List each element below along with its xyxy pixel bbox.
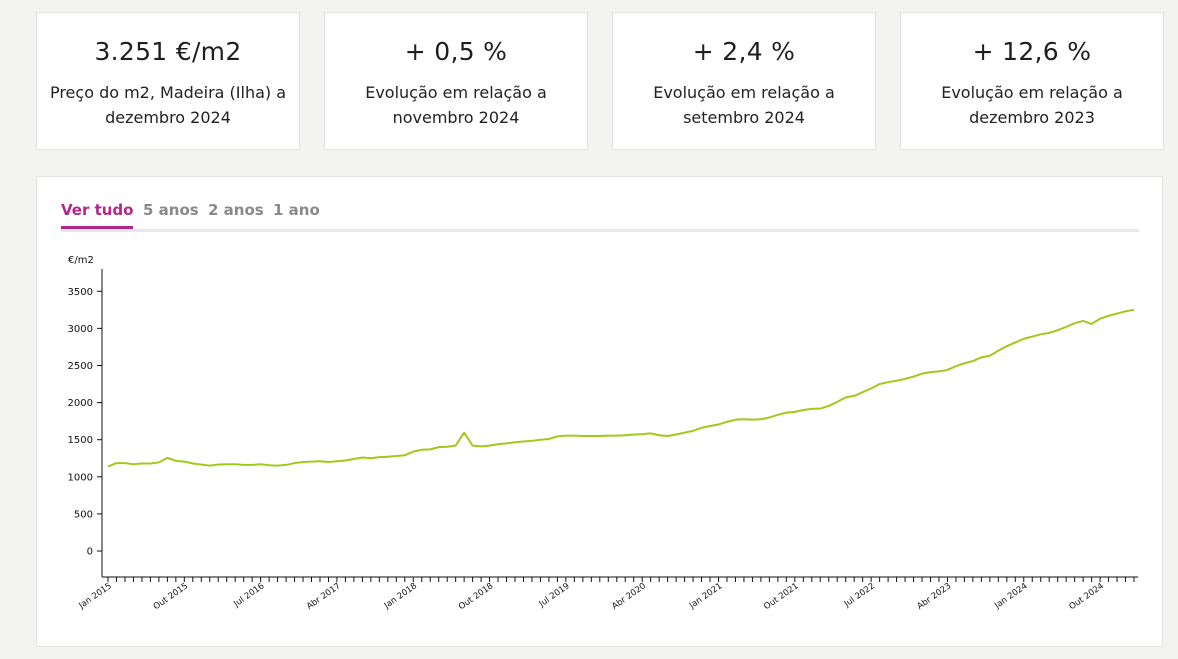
x-tick-label: Abr 2017 [305,581,343,612]
stat-card-change-1m: + 0,5 % Evolução em relação a novembro 20… [324,12,588,150]
stat-description: Evolução em relação a setembro 2024 [653,83,835,127]
stat-value: 3.251 €/m2 [94,37,242,66]
x-tick-label: Jul 2016 [231,581,266,610]
x-tick-label: Abr 2020 [610,581,648,612]
x-tick-label: Out 2018 [457,581,495,612]
stat-value: + 12,6 % [972,37,1092,66]
y-tick-label: 1000 [68,472,93,483]
chart-panel: Ver tudo 5 anos 2 anos 1 ano €/m2 0 500 100… [36,176,1163,647]
y-tick-label: 2000 [68,398,93,409]
stat-card-change-12m: + 12,6 % Evolução em relação a dezembro 2… [900,12,1164,150]
stat-card-change-3m: + 2,4 % Evolução em relação a setembro 20… [612,12,876,150]
y-tick-label: 2500 [68,361,93,372]
tab-2-anos[interactable]: 2 anos [208,201,264,219]
tab-5-anos[interactable]: 5 anos [143,201,199,219]
x-tick-label: Out 2024 [1068,581,1106,612]
x-tick-label: Jul 2019 [537,581,572,610]
x-tick-label: Jan 2015 [76,581,113,611]
x-tick-label: Out 2021 [762,581,800,612]
stat-value: + 2,4 % [692,37,796,66]
y-tick-label: 3500 [68,287,93,298]
price-series-line [107,308,1135,468]
x-tick-label: Jan 2018 [382,581,419,611]
tab-ver-tudo[interactable]: Ver tudo [61,201,134,229]
x-tick-label: Abr 2023 [915,581,953,612]
x-tick-label: Jan 2021 [687,581,724,611]
y-axis-label: €/m2 [68,255,94,266]
x-tick-label: Jul 2022 [842,581,877,610]
y-tick-label: 500 [74,509,93,520]
price-line-chart: €/m2 0 500 1000 1500 2000 2500 3000 3500 Jan 2015… [68,255,1138,612]
tab-1-ano[interactable]: 1 ano [273,201,320,219]
x-tick-label: Out 2015 [152,581,190,612]
x-tick-label: Jan 2024 [992,581,1029,611]
stat-card-price: 3.251 €/m2 Preço do m2, Madeira (Ilha) a… [36,12,300,150]
period-tabs: Ver tudo 5 anos 2 anos 1 ano [61,199,1139,232]
stat-value: + 0,5 % [404,37,508,66]
y-tick-label: 3000 [68,324,93,335]
stat-description: Evolução em relação a novembro 2024 [365,83,547,127]
stat-description: Evolução em relação a dezembro 2023 [941,83,1123,127]
y-tick-label: 1500 [68,435,93,446]
stat-description: Preço do m2, Madeira (Ilha) a dezembro 20… [49,83,287,127]
y-tick-label: 0 [87,547,93,558]
